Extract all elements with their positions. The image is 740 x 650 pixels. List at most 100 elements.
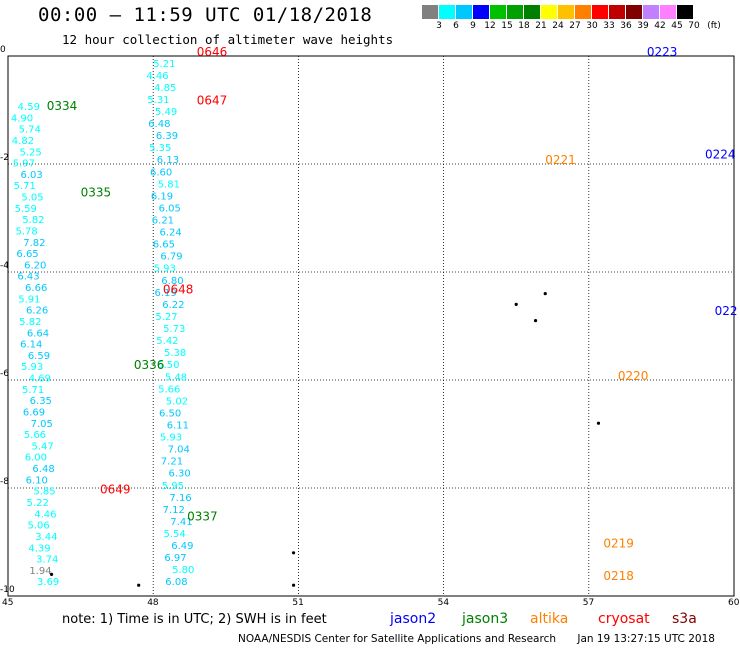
wave-height-value: 5.49 — [155, 107, 177, 118]
color-scale-labels: 3 6 9 12 15 18 21 24 27 30 33 36 39 42 45 70 (ft) — [422, 21, 740, 33]
island-marker — [49, 572, 54, 577]
wave-height-value: 6.65 — [16, 249, 38, 260]
pass-time-label: 0220 — [618, 369, 649, 383]
wave-height-value: 3.74 — [36, 555, 58, 566]
wave-height-value: 6.03 — [20, 170, 42, 181]
latitude-tick-label: 0 — [0, 45, 6, 55]
latitude-tick-label: -10 — [0, 585, 15, 595]
pass-time-label: 0335 — [81, 185, 112, 199]
color-scale-swatch — [660, 5, 677, 19]
color-scale-unit: (ft) — [707, 21, 721, 31]
color-scale-tick: 45 — [671, 21, 683, 31]
wave-height-value: 4.90 — [11, 113, 33, 124]
color-scale-tick: 70 — [688, 21, 700, 31]
wave-height-value: 5.71 — [14, 181, 36, 192]
pass-time-label: 022 — [715, 304, 738, 318]
island-marker — [596, 421, 601, 425]
wave-height-value: 5.82 — [19, 317, 41, 328]
pass-time-label: 0223 — [647, 45, 678, 59]
wave-height-value: 6.19 — [151, 191, 173, 202]
wave-height-value: 4.59 — [18, 102, 40, 113]
latitude-tick-label: -8 — [0, 477, 9, 487]
longitude-tick-label: 60 — [728, 598, 740, 608]
wave-height-value: 7.12 — [163, 505, 185, 516]
wave-height-value: 4.82 — [12, 136, 34, 147]
color-scale-tick: 6 — [453, 21, 459, 31]
wave-height-value: 7.05 — [31, 419, 53, 430]
pass-time-label: 0218 — [603, 569, 634, 583]
wave-height-value: 7.82 — [23, 238, 45, 249]
wave-height-value: 7.04 — [168, 445, 190, 456]
wave-height-value: 6.22 — [162, 300, 184, 311]
wave-height-value: 5.82 — [22, 215, 44, 226]
wave-height-value: 6.13 — [157, 155, 179, 166]
wave-height-value: 4.69 — [29, 374, 51, 385]
wave-height-value: 6.11 — [167, 420, 189, 431]
wave-height-value: 6.24 — [160, 228, 182, 239]
color-scale-swatch — [490, 5, 507, 19]
wave-height-value: 5.95 — [162, 481, 184, 492]
wave-height-value: 6.00 — [25, 453, 47, 464]
wave-height-value: 1.94 — [29, 566, 51, 577]
color-scale-tick: 18 — [518, 21, 530, 31]
color-scale-swatch — [626, 5, 643, 19]
color-scale-swatch — [592, 5, 609, 19]
color-scale-tick: 30 — [586, 21, 598, 31]
longitude-tick-label: 57 — [582, 598, 595, 608]
wave-height-value: 5.80 — [172, 565, 194, 576]
wave-height-value: 6.21 — [152, 216, 174, 227]
wave-height-value: 6.49 — [171, 541, 193, 552]
island-marker — [291, 583, 296, 587]
wave-height-value: 5.06 — [27, 521, 49, 532]
footer-source: NOAA/NESDIS Center for Satellite Applica… — [238, 633, 556, 645]
wave-height-value: 4.39 — [28, 543, 50, 554]
color-scale-tick: 36 — [620, 21, 632, 31]
color-scale-tick: 42 — [654, 21, 666, 31]
map-subtitle: 12 hour collection of altimeter wave hei… — [62, 32, 394, 47]
map-title: 00:00 – 11:59 UTC 01/18/2018 — [38, 4, 373, 26]
wave-height-value: 5.59 — [15, 204, 37, 215]
footer: NOAA/NESDIS Center for Satellite Applica… — [238, 633, 715, 645]
wave-height-value: 5.66 — [24, 430, 46, 441]
wave-height-value: 6.08 — [165, 577, 187, 588]
color-scale-swatch — [575, 5, 592, 19]
wave-height-value: 5.48 — [165, 372, 187, 383]
color-scale-tick: 12 — [484, 21, 496, 31]
pass-time-label: 0336 — [134, 358, 165, 372]
wave-height-value: 5.42 — [156, 336, 178, 347]
wave-height-value: 6.97 — [164, 553, 186, 564]
color-scale-swatch — [524, 5, 541, 19]
legend-item-jason2: jason2 — [390, 611, 437, 627]
wave-height-value: 5.05 — [21, 193, 43, 204]
wave-height-value: 6.64 — [27, 328, 49, 339]
wave-height-value: 7.41 — [170, 517, 192, 528]
wave-height-value: 6.50 — [159, 408, 181, 419]
wave-height-value: 5.91 — [18, 294, 40, 305]
wave-height-value: 5.47 — [32, 441, 54, 452]
wave-height-value: 6.14 — [20, 340, 42, 351]
wave-height-value: 6.79 — [160, 252, 182, 263]
wave-height-value: 7.16 — [169, 493, 191, 504]
color-scale-swatch — [422, 5, 439, 19]
color-scale-tick: 33 — [603, 21, 615, 31]
color-scale-swatch — [609, 5, 626, 19]
wave-height-value: 4.46 — [146, 71, 168, 82]
wave-height-value: 6.59 — [28, 351, 50, 362]
color-scale — [422, 5, 694, 19]
wave-height-value: 6.20 — [24, 260, 46, 271]
island-marker — [137, 583, 141, 587]
wave-height-value: 5.38 — [164, 348, 186, 359]
pass-time-label: 0648 — [163, 283, 194, 297]
wave-height-value: 5.74 — [19, 125, 41, 136]
wave-height-value: 3.69 — [37, 577, 59, 588]
longitude-tick-label: 48 — [147, 598, 159, 608]
pass-time-label: 0337 — [187, 509, 218, 523]
wave-height-value: 6.66 — [25, 283, 47, 294]
latitude-tick-label: -4 — [0, 261, 9, 271]
wave-height-value: 6.60 — [150, 167, 172, 178]
wave-height-value: 6.26 — [26, 306, 48, 317]
color-scale-tick: 39 — [637, 21, 649, 31]
map-frame — [7, 55, 735, 597]
color-scale-swatch — [473, 5, 490, 19]
wave-height-value: 6.43 — [17, 272, 39, 283]
